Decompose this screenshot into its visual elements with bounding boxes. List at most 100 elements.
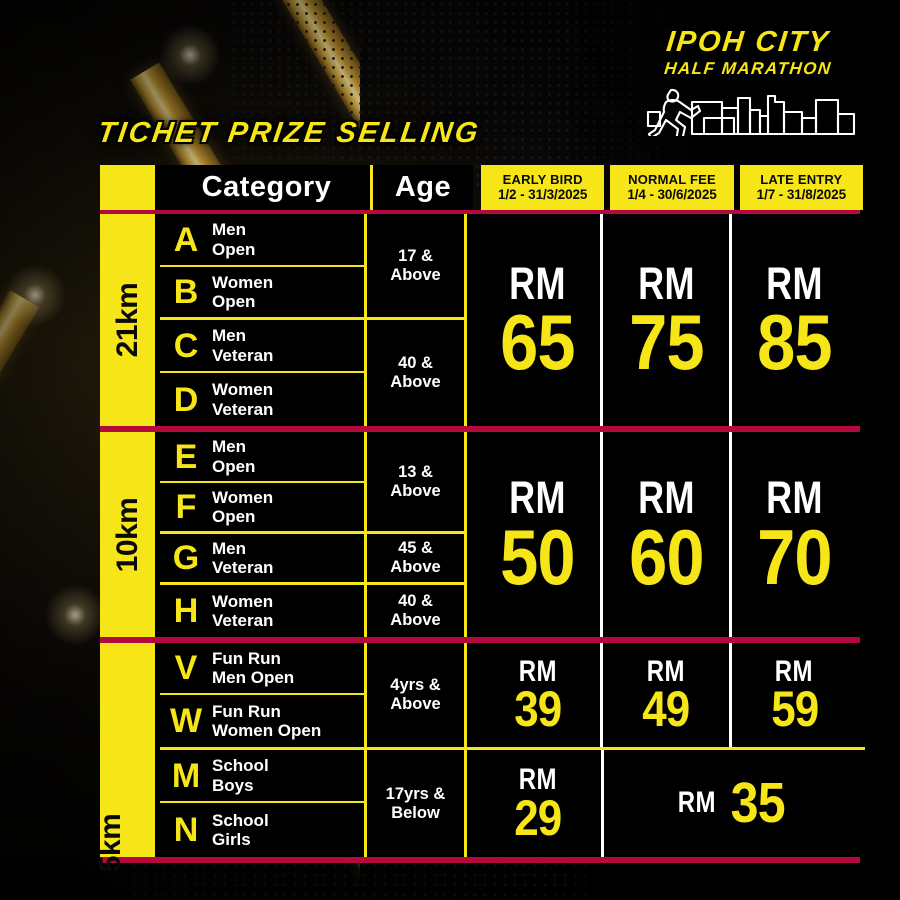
age-cell-10km-1: 13 & Above <box>367 432 464 534</box>
table-row-G: G Men Veteran <box>160 534 364 585</box>
category-name-M-line2: Boys <box>212 775 254 795</box>
age-cell-5km-2-line2: Below <box>391 803 440 822</box>
distance-label-21km: 21km <box>100 214 155 426</box>
header-price-normal-fee-dates: 1/4 - 30/6/2025 <box>627 187 717 203</box>
table-row-B: B Women Open <box>160 267 364 320</box>
price-block-5km-funrun: RM 39 RM 49 RM 59 <box>467 643 857 747</box>
distance-label-5km: 5km <box>94 643 155 872</box>
category-code-C: C <box>173 326 199 365</box>
category-code-A: A <box>173 220 199 259</box>
price-21km-normal-fee-currency: RM <box>637 257 695 309</box>
price-5km-funrun-early-bird-currency: RM <box>518 654 557 688</box>
price-21km-late-entry-currency: RM <box>765 257 823 309</box>
category-name-M-line1: School <box>212 756 269 776</box>
age-cell-10km-2-line1: 45 & <box>398 539 433 558</box>
price-10km-normal-fee-amount: 60 <box>628 512 704 601</box>
price-5km-funrun-late-entry-currency: RM <box>775 654 814 688</box>
price-5km-school-early-bird: RM 29 <box>475 750 601 857</box>
age-cell-5km-2: 17yrs & Below <box>367 750 467 857</box>
category-name-C-line2: Veteran <box>212 345 274 365</box>
age-cell-21km-1-line1: 17 & <box>398 246 433 265</box>
price-10km-late-entry-amount: 70 <box>757 512 832 601</box>
category-column-5km-school: M School Boys N School Girls <box>160 750 367 857</box>
category-name-W-line1: Fun Run <box>212 701 281 721</box>
header-gap <box>155 165 163 210</box>
price-block-10km: RM 50 RM 60 RM 70 <box>467 432 857 637</box>
category-name-F-line1: Women <box>212 487 274 507</box>
category-name-B-line2: Open <box>212 292 256 311</box>
price-block-5km-school: RM 29 RM 35 <box>467 750 857 857</box>
age-cell-5km-1-line1: 4yrs & <box>390 676 441 695</box>
km-spacer <box>155 214 160 426</box>
price-21km-early-bird-amount: 65 <box>500 298 575 387</box>
price-21km-early-bird: RM 65 <box>475 214 600 426</box>
age-cell-5km-1: 4yrs & Above <box>367 643 467 747</box>
category-name-H-line1: Women <box>212 591 274 611</box>
price-10km-early-bird: RM 50 <box>475 432 600 637</box>
age-cell-21km-2-line1: 40 & <box>398 354 433 373</box>
distance-label-10km-text: 10km <box>110 497 144 572</box>
price-21km-late-entry-amount: 85 <box>757 298 832 387</box>
price-block-21km: RM 65 RM 75 RM 85 <box>467 214 857 426</box>
header-price-columns: EARLY BIRD 1/2 - 31/3/2025 NORMAL FEE 1/… <box>473 165 863 210</box>
section-10km-rows: E Men Open F Women Open <box>160 432 860 637</box>
table-row-V: V Fun Run Men Open <box>160 643 364 695</box>
price-10km-early-bird-amount: 50 <box>500 512 575 601</box>
category-name-A: Men Open <box>212 220 255 258</box>
price-5km-school-merged-amount: 35 <box>730 770 785 835</box>
header-age-cell: Age <box>373 165 473 210</box>
price-5km-funrun-early-bird: RM 39 <box>475 643 600 747</box>
table-row-H: H Women Veteran <box>160 585 364 637</box>
distance-label-5km-text: 5km <box>93 813 127 873</box>
price-21km-normal-fee: RM 75 <box>600 214 728 426</box>
logo-title-line1: IPOH CITY <box>664 26 832 58</box>
table-row-D: D Women Veteran <box>160 373 364 426</box>
category-name-B: Women Open <box>212 273 273 311</box>
header-price-late-entry: LATE ENTRY 1/7 - 31/8/2025 <box>739 165 863 210</box>
age-cell-10km-3-line1: 40 & <box>398 592 433 611</box>
price-5km-school-early-bird-currency: RM <box>519 763 558 797</box>
category-name-H: Women Veteran <box>212 592 273 630</box>
age-cell-21km-1-line2: Above <box>390 265 441 284</box>
age-cell-10km-2-line2: Above <box>390 558 441 576</box>
category-name-G-line2: Veteran <box>212 558 274 577</box>
header-price-normal-fee-name: NORMAL FEE <box>628 171 716 187</box>
category-name-N-line2: Girls <box>212 830 251 849</box>
category-code-G: G <box>172 539 200 577</box>
category-name-F-line2: Open <box>212 507 256 526</box>
category-name-H-line2: Veteran <box>212 611 274 630</box>
category-name-E-line2: Open <box>212 456 256 476</box>
header-age-label: Age <box>394 171 452 203</box>
category-code-N: N <box>173 811 199 849</box>
category-name-V-line1: Fun Run <box>212 648 281 668</box>
age-cell-21km-2-line2: Above <box>390 373 441 391</box>
header-price-early-bird-name: EARLY BIRD <box>502 171 583 187</box>
category-name-D: Women Veteran <box>212 380 273 418</box>
category-name-A-line1: Men <box>212 220 246 240</box>
pricing-table: Category Age EARLY BIRD 1/2 - 31/3/2025 … <box>94 165 865 872</box>
table-row-W: W Fun Run Women Open <box>160 695 364 747</box>
section-21km: 21km A Men Open B <box>100 214 860 426</box>
category-column-5km-funrun: V Fun Run Men Open W Fun Run Women Open <box>160 643 367 747</box>
header-price-early-bird-dates: 1/2 - 31/3/2025 <box>498 187 588 203</box>
row-divider-5km <box>160 747 865 750</box>
table-row-A: A Men Open <box>160 214 364 267</box>
category-name-B-line1: Women <box>212 272 274 292</box>
table-bottom-bar <box>100 857 860 863</box>
category-code-F: F <box>175 488 197 526</box>
age-cell-10km-1-line2: Above <box>390 481 441 500</box>
category-code-W: W <box>169 702 203 740</box>
header-category-label: Category <box>201 171 332 203</box>
category-name-G-line1: Men <box>212 538 246 558</box>
header-price-late-entry-dates: 1/7 - 31/8/2025 <box>756 187 846 203</box>
event-logo: IPOH CITY HALF MARATHON <box>638 26 858 143</box>
category-name-G: Men Veteran <box>212 539 273 577</box>
age-column-21km: 17 & Above 40 & Above <box>367 214 467 426</box>
price-5km-funrun-late-entry: RM 59 <box>728 643 857 747</box>
price-5km-school-early-bird-amount: 29 <box>514 789 563 846</box>
price-5km-school-merged: RM 35 <box>601 750 857 857</box>
table-row-F: F Women Open <box>160 483 364 534</box>
age-cell-10km-3: 40 & Above <box>367 585 464 637</box>
category-code-E: E <box>174 437 198 476</box>
